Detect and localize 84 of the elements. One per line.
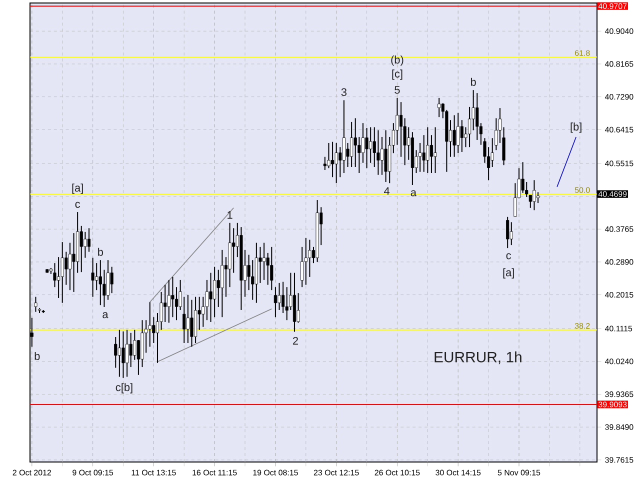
- annotation: c: [506, 253, 512, 260]
- candlestick: [216, 269, 220, 308]
- candlestick: [506, 216, 510, 249]
- candlestick: [438, 97, 441, 118]
- candlestick: [106, 260, 110, 300]
- candlestick: [190, 299, 194, 348]
- candlestick: [87, 228, 91, 252]
- candlestick: [95, 262, 98, 291]
- candlestick: [323, 156, 326, 170]
- candlestick: [274, 286, 277, 318]
- candlestick: [456, 112, 460, 154]
- candlestick: [468, 106, 472, 148]
- candlestick: [430, 134, 434, 174]
- candlestick: [376, 130, 380, 176]
- annotation: [a]: [72, 184, 83, 194]
- annotation: [a]: [503, 268, 514, 278]
- candlestick: [213, 266, 216, 318]
- candlestick: [91, 257, 94, 298]
- candlestick: [122, 330, 125, 378]
- annotation: [c]: [392, 70, 402, 80]
- candlestick: [232, 228, 236, 274]
- annotation: 2: [292, 336, 298, 345]
- annotation: 4: [384, 187, 390, 195]
- candlestick: [296, 292, 300, 324]
- annotation: b: [34, 352, 40, 360]
- candlestick: [164, 284, 167, 322]
- candlestick: [84, 231, 87, 258]
- candlestick: [186, 294, 190, 344]
- candlestick: [167, 279, 170, 324]
- candlestick: [361, 122, 365, 164]
- annotation: c[b]: [116, 383, 132, 394]
- annotation: c: [75, 202, 80, 208]
- candlestick: [510, 222, 513, 246]
- candlestick: [72, 232, 76, 292]
- candlestick: [426, 126, 430, 174]
- annotation: a: [102, 312, 108, 318]
- candlestick: [209, 272, 212, 322]
- candlestick: [174, 286, 178, 321]
- candlestick: [258, 246, 262, 284]
- annotation: [b]: [570, 122, 582, 133]
- annotation: EURRUR, 1h: [434, 351, 522, 364]
- candlestick: [110, 266, 114, 294]
- candlestick: [460, 120, 464, 152]
- candlestick: [262, 242, 266, 280]
- candlestick: [384, 130, 388, 183]
- candlestick: [282, 281, 285, 314]
- candlestick: [536, 192, 540, 204]
- candlestick: [205, 279, 208, 321]
- annotation: 5: [394, 86, 400, 94]
- candlestick: [34, 296, 38, 312]
- candlestick: [60, 242, 64, 304]
- candlestick: [365, 127, 368, 169]
- candlestick: [418, 142, 422, 172]
- candlestick: [220, 249, 224, 318]
- candlestick: [304, 237, 308, 286]
- candlestick: [300, 246, 304, 288]
- candlestick: [98, 260, 102, 306]
- candlestick: [171, 276, 174, 318]
- candlestick: [57, 256, 60, 298]
- candlestick: [331, 141, 334, 178]
- candlestick: [400, 102, 403, 158]
- candlestick: [369, 126, 372, 164]
- candlestick: [434, 126, 437, 174]
- candlestick: [129, 332, 132, 368]
- annotation: 1: [228, 211, 232, 219]
- candlestick: [334, 142, 338, 184]
- candlestick: [350, 121, 354, 168]
- candlestick: [422, 134, 426, 172]
- candlestick: [342, 100, 346, 174]
- candlestick: [80, 225, 83, 273]
- candlestick: [452, 114, 456, 158]
- annotation: b: [98, 248, 103, 256]
- candlestick: [278, 282, 281, 310]
- candlestick: [68, 242, 72, 291]
- annotation: 3: [341, 88, 347, 96]
- candlestick: [118, 329, 121, 378]
- candlestick: [532, 180, 536, 211]
- annotation: (b): [391, 56, 404, 66]
- annotation: b: [470, 78, 476, 86]
- candlestick: [126, 329, 129, 378]
- candlestick: [514, 182, 517, 218]
- candlestick: [380, 136, 384, 176]
- candlestick: [270, 246, 274, 291]
- candlestick: [64, 251, 68, 286]
